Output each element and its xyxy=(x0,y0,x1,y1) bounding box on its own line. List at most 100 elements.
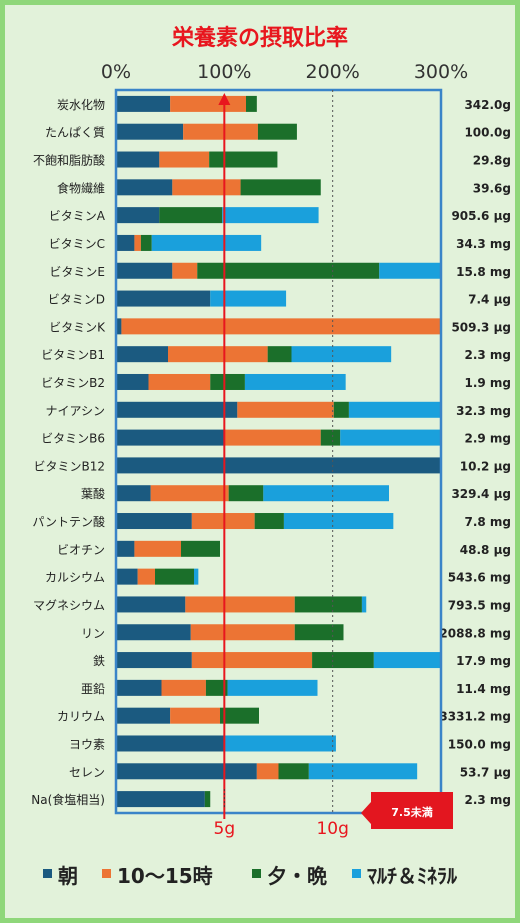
category-label: ヨウ素 xyxy=(69,737,105,751)
category-label: ビタミンE xyxy=(49,265,105,279)
chart-row: 炭水化物 342.0g xyxy=(57,95,511,112)
category-label: リン xyxy=(81,626,105,640)
amount-label: 905.6 μg xyxy=(451,209,511,223)
bar-segment xyxy=(116,652,192,669)
amount-label: 34.3 mg xyxy=(456,237,511,251)
amount-label: 17.9 mg xyxy=(456,654,511,668)
bar-segment xyxy=(148,373,211,390)
bar-segment xyxy=(116,123,184,140)
bar-segment xyxy=(159,151,210,168)
amount-label: 39.6g xyxy=(473,181,511,195)
bar-segment xyxy=(183,123,258,140)
bar-segment xyxy=(172,262,198,279)
bar-segment xyxy=(379,262,441,279)
chart-row: ビタミンE 15.8 mg xyxy=(49,262,511,279)
bar-segment xyxy=(116,513,192,530)
x-tick-label: 100% xyxy=(197,61,251,83)
amount-label: 11.4 mg xyxy=(456,682,511,696)
bar-segment xyxy=(121,318,442,335)
bar-segment xyxy=(333,401,349,418)
chart-row: ビタミンA 905.6 μg xyxy=(49,207,511,224)
bar-segment xyxy=(291,346,392,363)
chart-row: セレン 53.7 μg xyxy=(69,763,511,780)
legend-swatch xyxy=(43,869,52,878)
amount-label: 2.3 mg xyxy=(464,348,511,362)
bar-segment xyxy=(134,540,181,557)
bar-segment xyxy=(246,95,257,112)
amount-label: 10.2 μg xyxy=(460,459,511,473)
bar-segment xyxy=(116,346,168,363)
x-tick-label: 0% xyxy=(101,61,131,83)
chart-row: カルシウム 543.6 mg xyxy=(45,568,511,585)
chart-row: 不飽和脂肪酸 29.8g xyxy=(33,151,511,168)
legend-item: 朝 xyxy=(43,864,78,888)
bar-segment xyxy=(170,95,246,112)
chart-row: カリウム 3331.2 mg xyxy=(57,707,511,724)
category-label: 葉酸 xyxy=(81,486,105,501)
bar-segment xyxy=(116,707,171,724)
category-label: たんぱく質 xyxy=(45,125,105,140)
sodium-marker-10g: 10g xyxy=(316,819,348,839)
chart-row: 亜鉛 11.4 mg xyxy=(81,679,511,696)
category-label: マグネシウム xyxy=(33,598,105,612)
bar-segment xyxy=(194,568,199,585)
bar-segment xyxy=(116,207,160,224)
category-label: ビタミンA xyxy=(49,209,106,223)
legend-item: ﾏﾙﾁ＆ﾐﾈﾗﾙ xyxy=(352,864,458,888)
bar-segment xyxy=(170,707,220,724)
bar-segment xyxy=(116,679,162,696)
bar-segment xyxy=(244,373,346,390)
reference-arrow-head xyxy=(218,93,231,105)
amount-label: 342.0g xyxy=(464,98,511,112)
chart-row: ヨウ素 150.0 mg xyxy=(69,735,511,752)
bar-segment xyxy=(263,485,389,502)
bar-segment xyxy=(116,373,149,390)
category-label: 不飽和脂肪酸 xyxy=(33,153,105,168)
amount-label: 7.8 mg xyxy=(464,515,511,529)
bar-segment xyxy=(116,763,257,780)
bar-segment xyxy=(116,318,122,335)
bar-segment xyxy=(116,568,138,585)
amount-label: 793.5 mg xyxy=(448,598,511,612)
category-label: 鉄 xyxy=(93,653,105,668)
category-label: Na(食塩相当) xyxy=(31,792,105,807)
legend-label: ﾏﾙﾁ＆ﾐﾈﾗﾙ xyxy=(367,864,458,888)
amount-label: 15.8 mg xyxy=(456,265,511,279)
bar-segment xyxy=(185,596,295,613)
chart-row: ビタミンC 34.3 mg xyxy=(49,234,511,251)
bar-segment xyxy=(294,596,362,613)
bar-segment xyxy=(116,234,135,251)
bar-segment xyxy=(197,262,380,279)
bar-segment xyxy=(172,179,241,196)
legend-label: 朝 xyxy=(58,864,78,888)
category-label: セレン xyxy=(69,765,105,779)
amount-label: 100.0g xyxy=(464,126,511,140)
bar-segment xyxy=(320,429,341,446)
bar-segment xyxy=(151,234,262,251)
bar-segment xyxy=(161,679,206,696)
category-label: 食物繊維 xyxy=(57,180,105,195)
bar-segment xyxy=(257,123,297,140)
legend: 朝 10～15時 夕・晩 ﾏﾙﾁ＆ﾐﾈﾗﾙ xyxy=(43,864,458,888)
chart-row: ビタミンB12 10.2 μg xyxy=(33,457,511,474)
chart-title: 栄養素の摂取比率 xyxy=(171,25,348,51)
x-tick-label: 300% xyxy=(414,61,468,83)
bar-segment xyxy=(373,652,441,669)
bar-segment xyxy=(204,791,211,808)
callout-text: 7.5未満 xyxy=(391,805,433,819)
bar-segment xyxy=(254,513,284,530)
category-label: ビタミンB1 xyxy=(41,348,105,362)
chart-row: マグネシウム 793.5 mg xyxy=(33,596,511,613)
bar-segment xyxy=(209,151,278,168)
bar-segment xyxy=(155,568,194,585)
amount-label: 2.9 mg xyxy=(464,432,511,446)
bar-segment xyxy=(116,95,171,112)
chart-row: 鉄 17.9 mg xyxy=(93,652,511,669)
chart-row: ビオチン 48.8 μg xyxy=(57,540,511,557)
bar-segment xyxy=(116,485,151,502)
legend-swatch xyxy=(252,869,261,878)
legend-swatch xyxy=(102,869,111,878)
bar-segment xyxy=(308,763,418,780)
bar-segment xyxy=(237,401,334,418)
chart-rows: 炭水化物 342.0g たんぱく質 100.0g 不飽和脂肪酸 29.8g 食物繊維 39.6… xyxy=(31,95,511,808)
